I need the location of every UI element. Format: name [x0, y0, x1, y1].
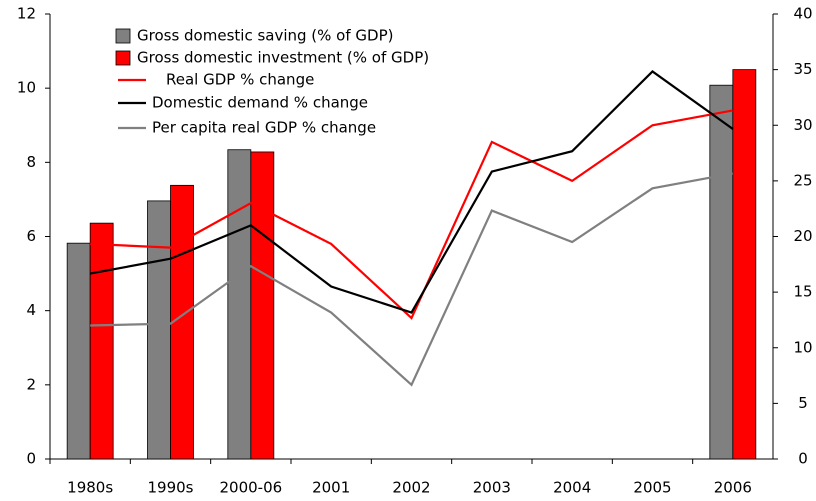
y2-tick-label: 5 [798, 394, 808, 412]
y-tick-label: 2 [26, 375, 36, 393]
y2-tick-label: 25 [793, 171, 812, 189]
line [89, 70, 734, 314]
y2-tick-label: 30 [793, 116, 812, 134]
legend-swatch [115, 28, 131, 44]
y2-tick-label: 0 [798, 450, 808, 468]
bar [147, 200, 171, 460]
bar [170, 184, 194, 460]
y2-tick-label: 20 [793, 227, 812, 245]
x-tick-label: 2001 [312, 479, 350, 497]
y2-tick-label: 40 [793, 5, 812, 23]
bar [66, 242, 91, 460]
line [90, 109, 734, 320]
legend-label: Gross domestic saving (% of GDP) [137, 27, 393, 45]
x-tick-label: 2003 [473, 479, 511, 497]
y-tick-label: 0 [26, 450, 36, 468]
y2-tick-label: 10 [793, 338, 812, 356]
bar [732, 69, 757, 460]
y-tick-label: 10 [17, 79, 36, 97]
legend-label: Gross domestic investment (% of GDP) [137, 49, 429, 67]
x-tick-label: 2006 [714, 479, 752, 497]
y2-tick-label: 35 [793, 60, 812, 78]
y2-tick-label: 15 [793, 283, 812, 301]
legend-swatch [115, 50, 131, 66]
bar [89, 222, 114, 460]
x-tick-label: 2000-06 [219, 479, 282, 497]
line [90, 172, 734, 387]
x-tick-label: 1980s [67, 479, 113, 497]
x-tick-label: 1990s [148, 479, 194, 497]
y-tick-label: 4 [26, 301, 36, 319]
x-tick-label: 2005 [633, 479, 671, 497]
bar [709, 84, 734, 460]
x-tick-label: 2002 [392, 479, 430, 497]
y-tick-label: 12 [17, 5, 36, 23]
y-tick-label: 8 [26, 153, 36, 171]
legend-label: Domestic demand % change [152, 94, 368, 112]
legend-label: Per capita real GDP % change [152, 119, 376, 137]
x-tick-label: 2004 [553, 479, 591, 497]
y-tick-label: 6 [26, 227, 36, 245]
legend-label: Real GDP % change [166, 71, 314, 89]
bar [227, 149, 252, 460]
bar [250, 151, 275, 460]
